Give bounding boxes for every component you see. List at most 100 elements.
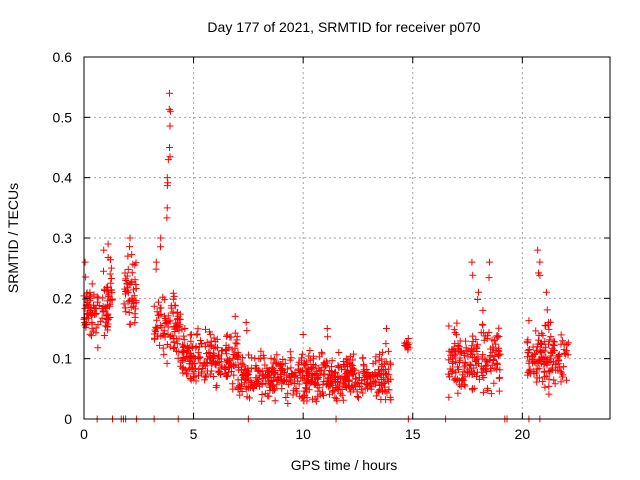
data-point — [108, 289, 116, 297]
data-point — [450, 326, 458, 334]
data-point — [171, 343, 179, 351]
data-point — [83, 298, 91, 306]
data-point — [222, 372, 230, 380]
data-point — [493, 360, 501, 368]
data-point — [304, 366, 312, 374]
data-point — [286, 376, 294, 384]
data-point — [361, 370, 369, 378]
data-point — [473, 348, 481, 356]
data-point — [165, 89, 173, 97]
data-point — [531, 350, 539, 358]
data-point — [92, 310, 100, 318]
data-point — [212, 383, 220, 391]
data-point — [100, 331, 108, 339]
data-point — [562, 350, 570, 358]
data-point — [381, 383, 389, 391]
data-point — [284, 399, 292, 407]
data-point — [93, 298, 101, 306]
data-point — [123, 287, 131, 295]
x-tick-label: 10 — [295, 426, 311, 442]
data-point — [238, 376, 246, 384]
data-point — [551, 338, 559, 346]
data-point — [547, 333, 555, 341]
axis-ticks: 0 5 10 15 20 0 0.1 0.2 0.3 0.4 0.5 0.6 — [53, 49, 610, 442]
data-point — [124, 265, 132, 273]
data-point — [336, 381, 344, 389]
data-point — [209, 354, 217, 362]
data-point — [244, 351, 252, 359]
data-point — [329, 388, 337, 396]
data-point — [301, 361, 309, 369]
data-point — [169, 295, 177, 303]
data-point — [191, 364, 199, 372]
data-point — [173, 321, 181, 329]
data-point — [175, 335, 183, 343]
data-point — [167, 107, 175, 115]
data-point — [202, 372, 210, 380]
data-point — [163, 174, 171, 182]
data-point — [206, 370, 214, 378]
data-point — [166, 317, 174, 325]
data-point — [271, 355, 279, 363]
data-point — [239, 354, 247, 362]
data-point — [486, 356, 494, 364]
data-point — [479, 321, 487, 329]
data-point — [445, 322, 453, 330]
data-point — [323, 359, 331, 367]
data-point — [535, 364, 543, 372]
data-point — [457, 383, 465, 391]
data-point — [125, 308, 133, 316]
data-point — [372, 358, 380, 366]
data-point — [349, 371, 357, 379]
data-point — [278, 366, 286, 374]
data-point — [174, 308, 182, 316]
data-point — [545, 382, 553, 390]
data-point — [205, 328, 213, 336]
data-point — [121, 304, 129, 312]
data-point — [350, 366, 358, 374]
data-point — [487, 390, 495, 398]
data-point — [342, 376, 350, 384]
data-point — [181, 325, 189, 332]
data-point — [126, 320, 134, 328]
data-point — [314, 387, 322, 395]
data-point — [324, 333, 332, 341]
data-point — [539, 378, 547, 386]
data-point — [234, 353, 242, 361]
data-point — [186, 331, 194, 339]
data-point — [349, 386, 357, 394]
data-point — [536, 271, 544, 279]
data-point — [487, 367, 495, 375]
data-point — [557, 367, 565, 375]
data-point — [378, 355, 386, 363]
data-point — [488, 348, 496, 356]
data-point — [479, 388, 487, 396]
data-point — [89, 327, 97, 335]
y-tick-label: 0.2 — [53, 290, 73, 306]
data-point — [159, 331, 167, 339]
data-point — [541, 338, 549, 346]
x-tick-label: 20 — [515, 426, 531, 442]
data-point — [222, 345, 230, 353]
data-point — [491, 364, 499, 372]
data-point — [335, 349, 343, 357]
data-point — [449, 359, 457, 367]
data-point — [341, 373, 349, 381]
data-point — [550, 376, 558, 384]
data-point — [377, 395, 385, 403]
data-point — [230, 371, 238, 379]
data-point — [130, 292, 138, 300]
data-point — [103, 287, 111, 295]
data-point — [156, 341, 164, 349]
data-point — [360, 366, 368, 374]
data-point — [491, 352, 499, 360]
data-point — [463, 367, 471, 375]
data-point — [120, 300, 128, 308]
data-point — [160, 351, 168, 359]
data-point — [345, 377, 353, 385]
data-point — [159, 293, 167, 301]
data-point — [286, 348, 294, 356]
data-point — [312, 397, 320, 405]
data-point — [173, 347, 181, 355]
data-point — [545, 367, 553, 375]
